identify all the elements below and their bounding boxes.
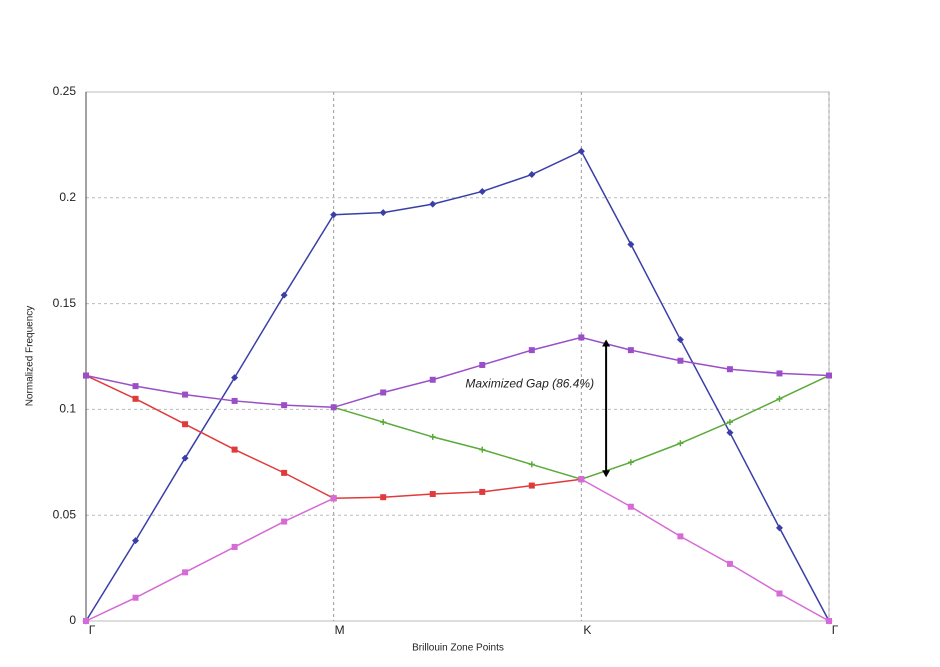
marker (676, 336, 684, 344)
marker (578, 476, 585, 483)
series-line (333, 374, 830, 481)
marker (776, 395, 783, 402)
marker (528, 461, 535, 468)
marker (281, 518, 288, 525)
marker (231, 543, 238, 550)
marker (677, 533, 684, 540)
marker (776, 590, 783, 597)
marker (627, 347, 634, 354)
annotation: Maximized Gap (86.4%) (465, 377, 594, 391)
x-tick-label: Γ (832, 623, 839, 637)
marker (380, 419, 387, 426)
x-axis-label: Brillouin Zone Points (412, 643, 504, 654)
marker (478, 187, 486, 195)
plot-frame (85, 91, 830, 622)
marker (677, 440, 684, 447)
marker (528, 347, 535, 354)
marker (726, 419, 733, 426)
marker (280, 291, 288, 299)
marker (429, 200, 437, 208)
y-tick-label: 0.05 (53, 507, 77, 521)
marker (726, 560, 733, 567)
x-tick-label: M (335, 623, 345, 637)
series-line (85, 150, 830, 622)
marker (231, 397, 238, 404)
marker (479, 446, 486, 453)
marker (776, 370, 783, 377)
marker (627, 240, 635, 248)
marker (281, 469, 288, 476)
marker (182, 421, 189, 428)
marker (83, 372, 89, 379)
marker (281, 402, 288, 409)
marker (627, 503, 634, 510)
marker (578, 334, 585, 341)
arrow-head (602, 470, 611, 478)
series-line (85, 336, 830, 409)
marker (429, 433, 436, 440)
marker (330, 404, 337, 411)
marker (379, 209, 387, 217)
marker (479, 361, 486, 368)
marker (132, 537, 140, 545)
marker (726, 429, 734, 437)
marker (775, 524, 783, 532)
marker (677, 357, 684, 364)
marker (330, 211, 338, 219)
marker (132, 395, 139, 402)
marker (528, 171, 536, 179)
marker (627, 459, 634, 466)
y-tick-label: 0 (69, 613, 76, 627)
y-axis-label: Normalized Frequency (25, 306, 36, 407)
marker (132, 383, 139, 390)
marker (231, 374, 239, 382)
y-tick-label: 0.15 (53, 296, 77, 310)
marker (726, 366, 733, 373)
x-tick-label: Γ (89, 623, 96, 637)
x-tick-label: K (583, 623, 591, 637)
marker (330, 495, 337, 502)
marker (528, 482, 535, 489)
marker (380, 494, 387, 501)
marker (182, 391, 189, 398)
marker (429, 376, 436, 383)
y-tick-label: 0.1 (59, 402, 76, 416)
marker (231, 446, 238, 453)
marker (826, 618, 832, 624)
marker (577, 147, 585, 155)
marker (182, 569, 189, 576)
series-line (85, 478, 830, 622)
marker (826, 372, 832, 379)
arrow-head (602, 339, 611, 347)
marker (479, 488, 486, 495)
marker (429, 491, 436, 498)
y-tick-label: 0.2 (59, 190, 76, 204)
marker (380, 389, 387, 396)
marker (132, 594, 139, 601)
marker (83, 618, 89, 624)
marker (181, 454, 189, 462)
y-tick-label: 0.25 (53, 84, 77, 98)
